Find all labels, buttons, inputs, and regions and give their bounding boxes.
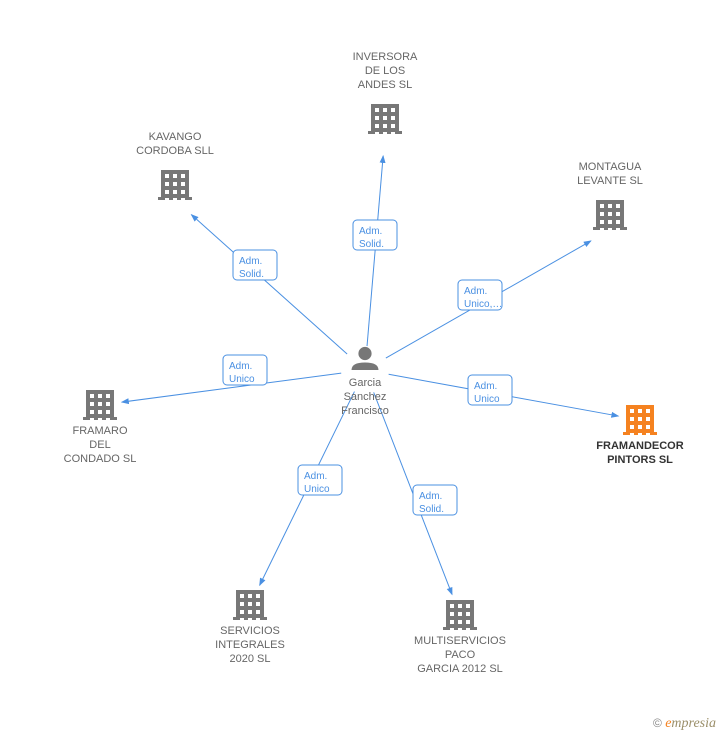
svg-text:Sanchez: Sanchez: [344, 391, 387, 403]
building-icon: [158, 170, 192, 202]
edge-label-framaro: Adm. Unico: [223, 355, 267, 385]
svg-text:Solid.: Solid.: [239, 269, 264, 280]
svg-text:Unico: Unico: [229, 374, 255, 385]
person-icon: [352, 347, 379, 370]
company-node-kavango[interactable]: KAVANGO CORDOBA SLL: [136, 131, 214, 202]
edge-label-montagua: Adm. Unico,…: [458, 280, 502, 310]
svg-text:MULTISERVICIOS: MULTISERVICIOS: [414, 635, 506, 647]
svg-text:ANDES SL: ANDES SL: [358, 79, 412, 91]
svg-text:PACO: PACO: [445, 649, 476, 661]
svg-text:INTEGRALES: INTEGRALES: [215, 639, 285, 651]
building-icon: [623, 405, 657, 437]
node-label: Garcia Sanchez Francisco: [341, 377, 389, 417]
node-label: FRAMARO DEL CONDADO SL: [64, 425, 137, 465]
svg-text:Garcia: Garcia: [349, 377, 382, 389]
svg-text:LEVANTE SL: LEVANTE SL: [577, 175, 643, 187]
building-icon: [233, 590, 267, 622]
svg-text:DEL: DEL: [89, 439, 110, 451]
svg-text:Adm.: Adm.: [419, 491, 442, 502]
company-node-inversora[interactable]: INVERSORA DE LOS ANDES SL: [353, 51, 418, 136]
node-label: MONTAGUA LEVANTE SL: [577, 161, 643, 187]
svg-text:Adm.: Adm.: [239, 256, 262, 267]
diagram-canvas: Adm. Solid. Adm. Unico,… Adm. Unico Adm. Solid.…: [0, 0, 728, 740]
svg-text:Solid.: Solid.: [359, 239, 384, 250]
node-label: KAVANGO CORDOBA SLL: [136, 131, 214, 157]
building-icon: [593, 200, 627, 232]
edge-label-servicios: Adm. Unico: [298, 465, 342, 495]
svg-text:CONDADO SL: CONDADO SL: [64, 453, 137, 465]
edge-label-multiservicios: Adm. Solid.: [413, 485, 457, 515]
svg-text:Adm.: Adm.: [464, 286, 487, 297]
svg-text:MONTAGUA: MONTAGUA: [579, 161, 642, 173]
building-icon: [368, 104, 402, 136]
node-label: FRAMANDECOR PINTORS SL: [596, 440, 683, 466]
edge-label-kavango: Adm. Solid.: [233, 250, 277, 280]
building-icon: [443, 600, 477, 632]
svg-text:Solid.: Solid.: [419, 504, 444, 515]
svg-text:Unico,…: Unico,…: [464, 299, 502, 310]
building-icon: [83, 390, 117, 422]
center-person-node[interactable]: Garcia Sanchez Francisco: [341, 347, 389, 417]
svg-text:FRAMARO: FRAMARO: [73, 425, 128, 437]
node-label: SERVICIOS INTEGRALES 2020 SL: [215, 625, 285, 665]
svg-text:PINTORS SL: PINTORS SL: [607, 454, 673, 466]
svg-text:Adm.: Adm.: [359, 226, 382, 237]
node-label: MULTISERVICIOS PACO GARCIA 2012 SL: [414, 635, 506, 675]
svg-text:GARCIA 2012 SL: GARCIA 2012 SL: [417, 663, 503, 675]
footer-attribution: © empresia: [653, 716, 716, 732]
svg-text:Francisco: Francisco: [341, 405, 389, 417]
svg-text:Adm.: Adm.: [474, 381, 497, 392]
svg-text:KAVANGO: KAVANGO: [149, 131, 202, 143]
node-label: INVERSORA DE LOS ANDES SL: [353, 51, 418, 91]
svg-text:Adm.: Adm.: [229, 361, 252, 372]
svg-text:SERVICIOS: SERVICIOS: [220, 625, 280, 637]
edge-label-framandecor: Adm. Unico: [468, 375, 512, 405]
svg-text:Adm.: Adm.: [304, 471, 327, 482]
svg-text:2020 SL: 2020 SL: [230, 653, 271, 665]
svg-text:CORDOBA SLL: CORDOBA SLL: [136, 145, 214, 157]
company-node-multiservicios[interactable]: MULTISERVICIOS PACO GARCIA 2012 SL: [414, 600, 506, 675]
copyright-symbol: ©: [653, 716, 662, 730]
svg-text:Unico: Unico: [474, 394, 500, 405]
edge-kavango: [191, 215, 347, 354]
svg-text:FRAMANDECOR: FRAMANDECOR: [596, 440, 683, 452]
svg-text:INVERSORA: INVERSORA: [353, 51, 418, 63]
edge-inversora: [367, 156, 383, 346]
company-node-servicios[interactable]: SERVICIOS INTEGRALES 2020 SL: [215, 590, 285, 665]
brand-rest: mpresia: [671, 716, 716, 731]
svg-text:Unico: Unico: [304, 484, 330, 495]
edge-label-inversora: Adm. Solid.: [353, 220, 397, 250]
svg-text:DE LOS: DE LOS: [365, 65, 405, 77]
company-node-montagua[interactable]: MONTAGUA LEVANTE SL: [577, 161, 643, 232]
